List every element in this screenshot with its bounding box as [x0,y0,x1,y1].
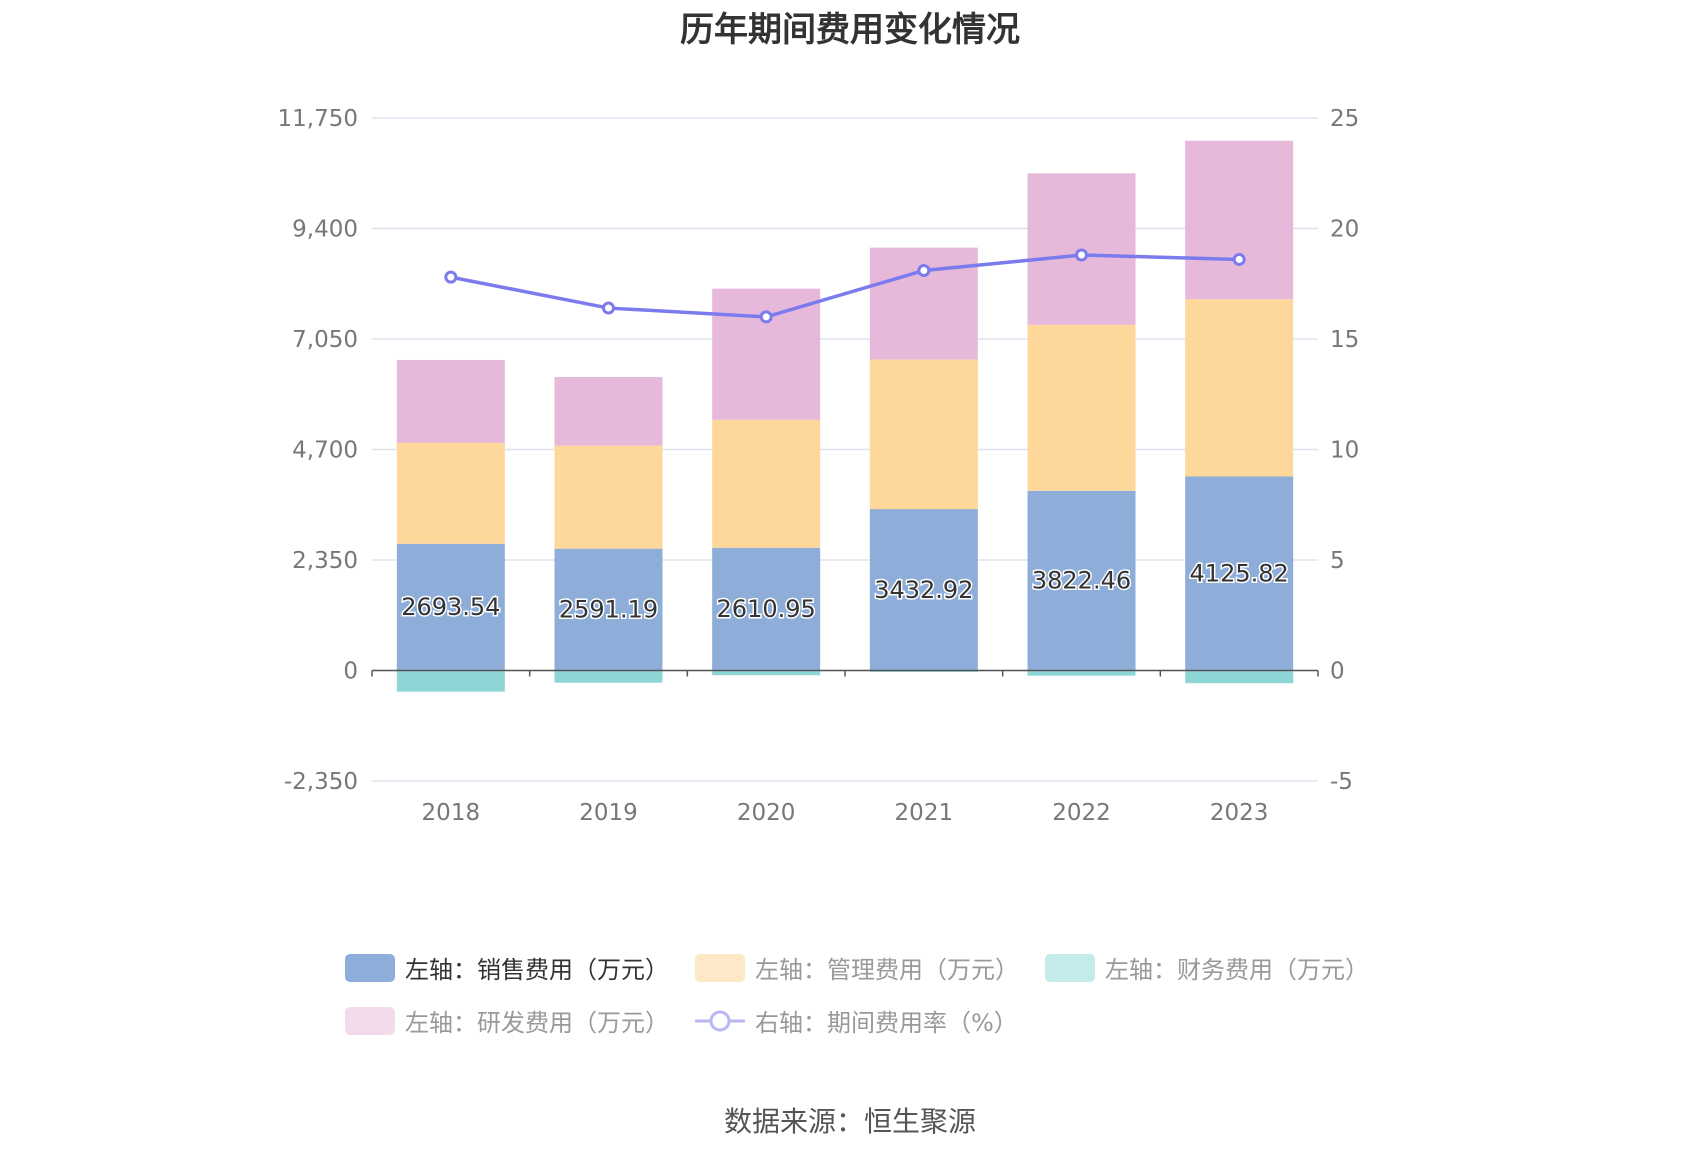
legend-swatch [345,953,395,982]
left-tick-label: 11,750 [278,106,358,132]
bar-sales [554,548,663,671]
rate-point [917,263,931,277]
rate-point [602,301,615,315]
x-tick-label: 2021 [895,800,954,826]
bar-finance [554,670,663,683]
bar-sales [712,547,821,671]
bar-admin [712,419,821,548]
bar-finance [1185,670,1294,684]
bar-admin [554,445,663,549]
left-tick-label: 4,700 [292,438,358,464]
data-source-note: 数据来源：恒生聚源 [723,1105,976,1138]
legend-item[interactable]: 右轴：期间费用率（%） [695,1003,1018,1038]
bar-sales [396,543,505,671]
bar-finance [1027,670,1136,676]
legend-item[interactable]: 左轴：管理费用（万元） [695,950,1019,985]
legend-label: 右轴：期间费用率（%） [755,1009,1018,1037]
left-tick-label: 2,350 [292,548,358,574]
legend-item[interactable]: 左轴：销售费用（万元） [345,950,669,985]
chart-title: 历年期间费用变化情况 [680,10,1020,50]
legend-label: 左轴：管理费用（万元） [755,956,1019,984]
bar-admin [396,442,505,544]
bar-rnd [712,288,821,420]
legend-swatch [1045,953,1095,982]
x-tick-label: 2019 [579,800,638,826]
left-tick-label: 0 [343,659,358,685]
left-tick-label: -2,350 [284,769,358,795]
bar-admin [1027,324,1136,491]
legend-swatch [345,1006,395,1035]
bar-data-label: 3822.46 [1032,567,1131,595]
bar-sales [1185,476,1294,671]
legend-item[interactable]: 左轴：研发费用（万元） [345,1003,669,1038]
bar-rnd [554,377,663,446]
rate-point [1232,252,1246,266]
bar-sales [869,509,978,671]
legend-swatch [695,953,745,982]
bar-finance [396,670,505,692]
right-tick-label: 10 [1330,438,1359,464]
legend-item[interactable]: 左轴：财务费用（万元） [1045,950,1369,985]
legend-label: 左轴：销售费用（万元） [405,956,669,984]
bar-finance [712,670,821,676]
bar-data-label: 2693.54 [401,593,500,621]
x-tick-label: 2020 [737,800,796,826]
right-tick-label: 15 [1330,327,1359,353]
bar-admin [1185,299,1294,477]
bar-rnd [396,359,505,443]
bar-sales [1027,490,1136,671]
x-tick-label: 2018 [422,800,481,826]
rate-point [444,270,458,284]
bar-admin [869,359,978,510]
right-tick-label: 0 [1330,659,1345,685]
bar-data-label: 3432.92 [874,576,973,604]
right-tick-label: 5 [1330,548,1345,574]
right-tick-label: 25 [1330,106,1359,132]
legend-line-icon [695,1010,745,1031]
bar-data-label: 4125.82 [1190,559,1289,587]
left-tick-label: 9,400 [292,217,358,243]
legend-label: 左轴：研发费用（万元） [405,1009,669,1037]
bar-rnd [1185,140,1294,300]
bar-data-label: 2591.19 [559,596,658,624]
rate-line [450,253,1240,319]
x-tick-label: 2022 [1052,800,1111,826]
x-tick-label: 2023 [1210,800,1269,826]
right-tick-label: -5 [1330,769,1353,795]
rate-point [1075,248,1088,262]
chart-legend: 左轴：销售费用（万元） 左轴：管理费用（万元） 左轴：财务费用（万元） 左轴：研发费用… [345,950,1395,1056]
bar-data-label: 2610.95 [717,595,816,623]
right-tick-label: 20 [1330,217,1359,243]
left-tick-label: 7,050 [292,327,358,353]
legend-label: 左轴：财务费用（万元） [1105,956,1369,984]
rate-point [759,310,773,324]
